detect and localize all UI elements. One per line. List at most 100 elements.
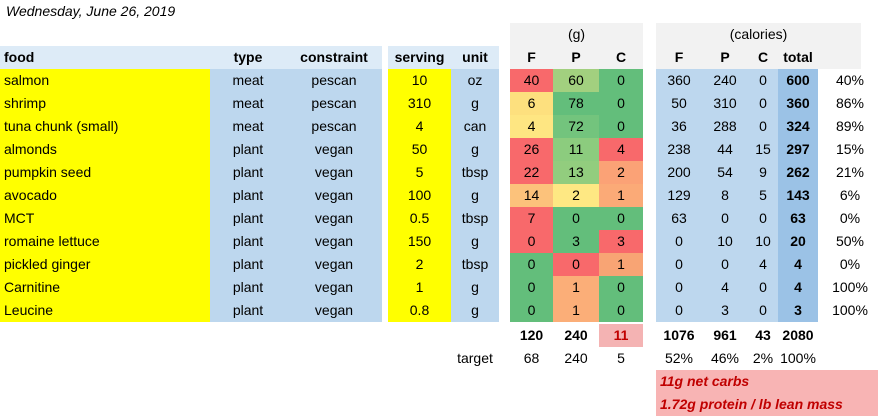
food-constraint-cell: vegan	[286, 299, 382, 322]
food-name-cell: MCT	[0, 207, 210, 230]
header-unit: unit	[462, 49, 488, 65]
percent-cell: 0%	[839, 256, 861, 272]
cal-protein-cell: 4	[702, 276, 748, 299]
header-grams-protein: P	[571, 49, 581, 65]
grams-fat-cell: 0	[510, 230, 553, 253]
food-name-cell: avocado	[0, 184, 210, 207]
serving-cell: 4	[388, 115, 451, 138]
grams-protein-cell: 2	[553, 184, 599, 207]
unit-cell: g	[451, 138, 499, 161]
unit-cell: g	[451, 184, 499, 207]
grams-protein-cell: 3	[553, 230, 599, 253]
net-carbs-note: 11g net carbs	[660, 373, 750, 389]
header-constraint: constraint	[300, 49, 368, 65]
serving-cell: 310	[388, 92, 451, 115]
serving-cell: 1	[388, 276, 451, 299]
grams-fat-cell: 40	[510, 69, 553, 92]
food-type-cell: plant	[210, 253, 286, 276]
percent-cell: 40%	[835, 72, 865, 88]
grams-protein-cell: 13	[553, 161, 599, 184]
food-constraint-cell: vegan	[286, 138, 382, 161]
cal-total-cell: 360	[778, 92, 818, 115]
grams-header-bg	[510, 23, 643, 46]
target-grams-fat: 68	[523, 350, 540, 366]
unit-cell: tbsp	[451, 207, 499, 230]
cal-fat-cell: 50	[656, 92, 702, 115]
serving-cell: 10	[388, 69, 451, 92]
food-name-cell: romaine lettuce	[0, 230, 210, 253]
header-bg-left	[0, 46, 382, 69]
cal-total-cell: 3	[778, 299, 818, 322]
food-type-cell: plant	[210, 184, 286, 207]
serving-cell: 5	[388, 161, 451, 184]
target-grams-protein: 240	[564, 350, 588, 366]
grams-protein-cell: 60	[553, 69, 599, 92]
food-type-cell: meat	[210, 115, 286, 138]
grams-fat-cell: 14	[510, 184, 553, 207]
cal-fat-cell: 200	[656, 161, 702, 184]
food-constraint-cell: vegan	[286, 253, 382, 276]
calories-header-bg	[656, 23, 861, 46]
percent-cell: 86%	[835, 95, 865, 111]
cal-fat-cell: 63	[656, 207, 702, 230]
grams-carb-cell: 3	[599, 230, 643, 253]
grams-fat-cell: 7	[510, 207, 553, 230]
header-cal-total: total	[783, 49, 813, 65]
grams-carb-cell: 0	[599, 92, 643, 115]
food-name-cell: tuna chunk (small)	[0, 115, 210, 138]
food-constraint-cell: vegan	[286, 161, 382, 184]
serving-cell: 100	[388, 184, 451, 207]
cal-carb-cell: 0	[748, 207, 778, 230]
cal-carb-cell: 9	[748, 161, 778, 184]
total-grams-carb: 11	[599, 324, 643, 347]
grams-carb-cell: 1	[599, 184, 643, 207]
unit-cell: g	[451, 92, 499, 115]
cal-protein-cell: 240	[702, 69, 748, 92]
grams-carb-cell: 0	[599, 299, 643, 322]
food-type-cell: meat	[210, 69, 286, 92]
grams-protein-cell: 72	[553, 115, 599, 138]
cal-total-cell: 262	[778, 161, 818, 184]
food-constraint-cell: vegan	[286, 230, 382, 253]
cal-total-cell: 143	[778, 184, 818, 207]
food-constraint-cell: vegan	[286, 184, 382, 207]
food-type-cell: plant	[210, 207, 286, 230]
percent-cell: 50%	[835, 233, 865, 249]
target-label: target	[457, 350, 493, 366]
serving-cell: 0.8	[388, 299, 451, 322]
cal-total-cell: 63	[778, 207, 818, 230]
grams-protein-cell: 0	[553, 253, 599, 276]
unit-cell: tbsp	[451, 253, 499, 276]
cal-fat-cell: 0	[656, 276, 702, 299]
target-pct-carb: 2%	[752, 350, 774, 366]
grams-group-header: (g)	[567, 26, 586, 42]
food-name-cell: salmon	[0, 69, 210, 92]
cal-fat-cell: 0	[656, 253, 702, 276]
grams-protein-cell: 1	[553, 299, 599, 322]
cal-protein-cell: 288	[702, 115, 748, 138]
target-pct-fat: 52%	[664, 350, 694, 366]
grams-fat-cell: 26	[510, 138, 553, 161]
cal-carb-cell: 0	[748, 276, 778, 299]
food-name-cell: shrimp	[0, 92, 210, 115]
grams-fat-cell: 22	[510, 161, 553, 184]
total-cal-protein: 961	[713, 327, 737, 343]
unit-cell: g	[451, 276, 499, 299]
total-cal-fat: 1076	[663, 327, 695, 343]
food-constraint-cell: pescan	[286, 92, 382, 115]
total-grams-fat: 120	[519, 327, 544, 343]
percent-cell: 89%	[835, 118, 865, 134]
header-serving: serving	[394, 49, 445, 65]
protein-ratio-note: 1.72g protein / lb lean mass	[660, 396, 843, 412]
grams-protein-cell: 1	[553, 276, 599, 299]
header-bg-grams	[510, 46, 643, 69]
food-name-cell: pumpkin seed	[0, 161, 210, 184]
serving-cell: 2	[388, 253, 451, 276]
grams-carb-cell: 0	[599, 276, 643, 299]
food-constraint-cell: vegan	[286, 276, 382, 299]
percent-cell: 100%	[832, 279, 868, 295]
food-type-cell: plant	[210, 138, 286, 161]
food-name-cell: Leucine	[0, 299, 210, 322]
grams-carb-cell: 0	[599, 207, 643, 230]
